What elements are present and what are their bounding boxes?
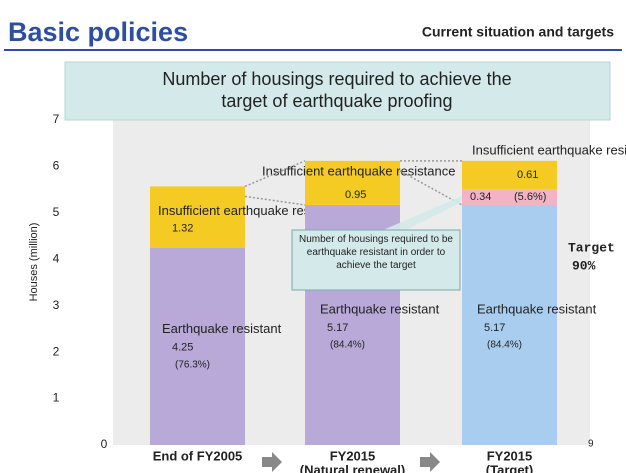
segment-value: 1.32 [172,222,193,234]
bar-segment [462,189,557,205]
target-label: Target [568,240,615,255]
segment-share: (84.4%) [487,340,522,351]
corner-note: 9 [588,439,594,450]
y-tick-label: 4 [53,251,60,265]
y-tick-label: 1 [53,391,60,405]
callout-wrap: Number of housings required to be earthq… [299,234,453,271]
segment-value: 0.34 [470,191,491,203]
target-value: 90% [572,258,596,273]
segment-label: Earthquake resistant [477,301,597,316]
arrow [420,452,440,472]
bar-segment [150,247,245,445]
bar-segment [305,160,400,205]
slide-title: Basic policies [8,17,188,47]
y-tick-label: 6 [53,159,60,173]
segment-share: (84.4%) [330,340,365,351]
y-tick-label: 3 [53,298,60,312]
connector [244,160,306,188]
segment-value: 0.95 [345,189,366,201]
segment-value: 5.17 [484,322,505,334]
y-tick-label: 5 [53,205,60,219]
bar-segment [462,160,557,190]
y-tick-label: 2 [53,344,60,358]
y-tick-label: 0 [101,437,108,451]
segment-label: Insufficient earthquake resistance [262,163,455,178]
x-tick-sublabel: (Target) [486,462,533,473]
segment-label: Earthquake resistant [162,321,282,336]
segment-value: 0.61 [517,169,538,181]
segment-label: Earthquake resistant [320,301,440,316]
x-tick-sublabel: (Natural renewal) [300,462,405,473]
segment-share: (76.3%) [175,359,210,370]
slide-subtitle: Current situation and targets [422,24,614,40]
callout-text: Number of housings required to be earthq… [299,234,453,271]
y-axis-label: Houses (million) [28,223,40,302]
y-tick-label: 7 [53,112,60,126]
arrow [262,452,282,472]
bar-segment [150,186,245,248]
segment-value: 5.17 [327,322,348,334]
callout-box [291,229,461,291]
segment-share: (5.6%) [514,191,546,203]
bar-segment [462,204,557,445]
x-tick-label: FY2015 [487,448,533,463]
segment-value: 4.25 [172,342,193,354]
segment-label: Insufficient earthquake resistance [472,142,626,157]
segment-label: Insufficient earthquake resistance [158,203,351,218]
x-tick-label: End of FY2005 [153,448,243,463]
chart-title-box [64,61,611,121]
x-tick-label: FY2015 [330,448,376,463]
chart-title: Number of housings required to achieve t… [162,69,511,111]
